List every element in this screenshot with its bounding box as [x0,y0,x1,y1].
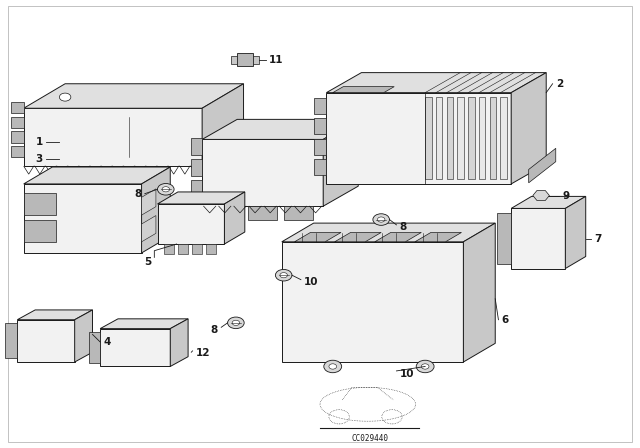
Polygon shape [282,223,495,242]
Polygon shape [178,244,188,254]
Polygon shape [479,97,485,180]
Text: 12: 12 [196,348,211,358]
Text: 1: 1 [36,137,43,146]
Circle shape [416,360,434,373]
Polygon shape [335,233,381,242]
Polygon shape [326,93,511,184]
Polygon shape [511,73,546,184]
Circle shape [329,364,337,369]
Polygon shape [529,148,556,183]
Polygon shape [191,138,202,155]
Text: 9: 9 [562,190,569,201]
Polygon shape [282,242,463,362]
Polygon shape [294,233,341,242]
Text: 8: 8 [134,189,141,199]
Polygon shape [511,208,565,268]
Polygon shape [24,108,202,166]
Polygon shape [191,181,202,197]
Polygon shape [284,206,313,220]
Polygon shape [314,159,326,175]
Circle shape [60,93,71,101]
Text: 7: 7 [594,234,602,244]
Circle shape [378,217,385,222]
Circle shape [324,360,342,373]
Polygon shape [436,97,442,180]
Polygon shape [17,310,93,320]
Text: 10: 10 [399,370,414,379]
Polygon shape [141,215,156,242]
Circle shape [162,187,170,192]
Polygon shape [100,329,170,366]
Polygon shape [24,84,244,108]
Polygon shape [157,204,225,244]
Polygon shape [141,167,170,253]
Text: 5: 5 [144,257,151,267]
Polygon shape [24,167,170,184]
Polygon shape [237,53,253,66]
Polygon shape [164,244,174,254]
Polygon shape [202,139,323,206]
Polygon shape [326,73,546,93]
Polygon shape [11,146,24,157]
Polygon shape [191,159,202,176]
Polygon shape [157,192,245,204]
Polygon shape [231,56,237,64]
Text: 8: 8 [399,222,407,232]
Polygon shape [170,319,188,366]
Polygon shape [17,320,75,362]
Polygon shape [75,310,93,362]
Circle shape [280,272,287,278]
Circle shape [228,317,244,329]
Polygon shape [415,233,461,242]
Polygon shape [323,119,358,206]
Text: 11: 11 [269,55,284,65]
Polygon shape [500,97,507,180]
Polygon shape [314,98,326,114]
Polygon shape [89,332,100,363]
Polygon shape [141,189,156,215]
Text: 3: 3 [36,155,43,164]
Text: 2: 2 [556,79,563,89]
Circle shape [421,364,429,369]
Polygon shape [212,206,241,220]
Polygon shape [533,190,549,201]
Text: CC029440: CC029440 [351,434,388,443]
Polygon shape [248,206,276,220]
Polygon shape [202,119,358,139]
Polygon shape [11,116,24,128]
Polygon shape [314,138,326,155]
Text: 6: 6 [502,315,509,325]
Polygon shape [463,223,495,362]
Polygon shape [447,97,453,180]
Polygon shape [490,97,496,180]
Circle shape [373,214,390,225]
Polygon shape [458,97,464,180]
Text: 10: 10 [304,277,319,287]
Polygon shape [24,220,56,242]
Polygon shape [511,196,586,208]
Polygon shape [100,319,188,329]
Polygon shape [4,323,17,358]
Polygon shape [375,233,421,242]
Polygon shape [202,84,244,166]
Polygon shape [225,192,245,244]
Polygon shape [314,118,326,134]
Text: 4: 4 [103,337,111,347]
Polygon shape [24,184,141,253]
Polygon shape [206,244,216,254]
Polygon shape [468,97,475,180]
Polygon shape [425,97,431,180]
Text: 8: 8 [211,324,218,335]
Polygon shape [11,131,24,142]
Polygon shape [565,196,586,268]
Polygon shape [333,86,394,93]
Circle shape [275,269,292,281]
Polygon shape [24,193,56,215]
Circle shape [232,320,239,325]
Polygon shape [253,56,259,64]
Polygon shape [497,213,511,264]
Polygon shape [192,244,202,254]
Polygon shape [11,102,24,113]
Circle shape [157,184,174,195]
